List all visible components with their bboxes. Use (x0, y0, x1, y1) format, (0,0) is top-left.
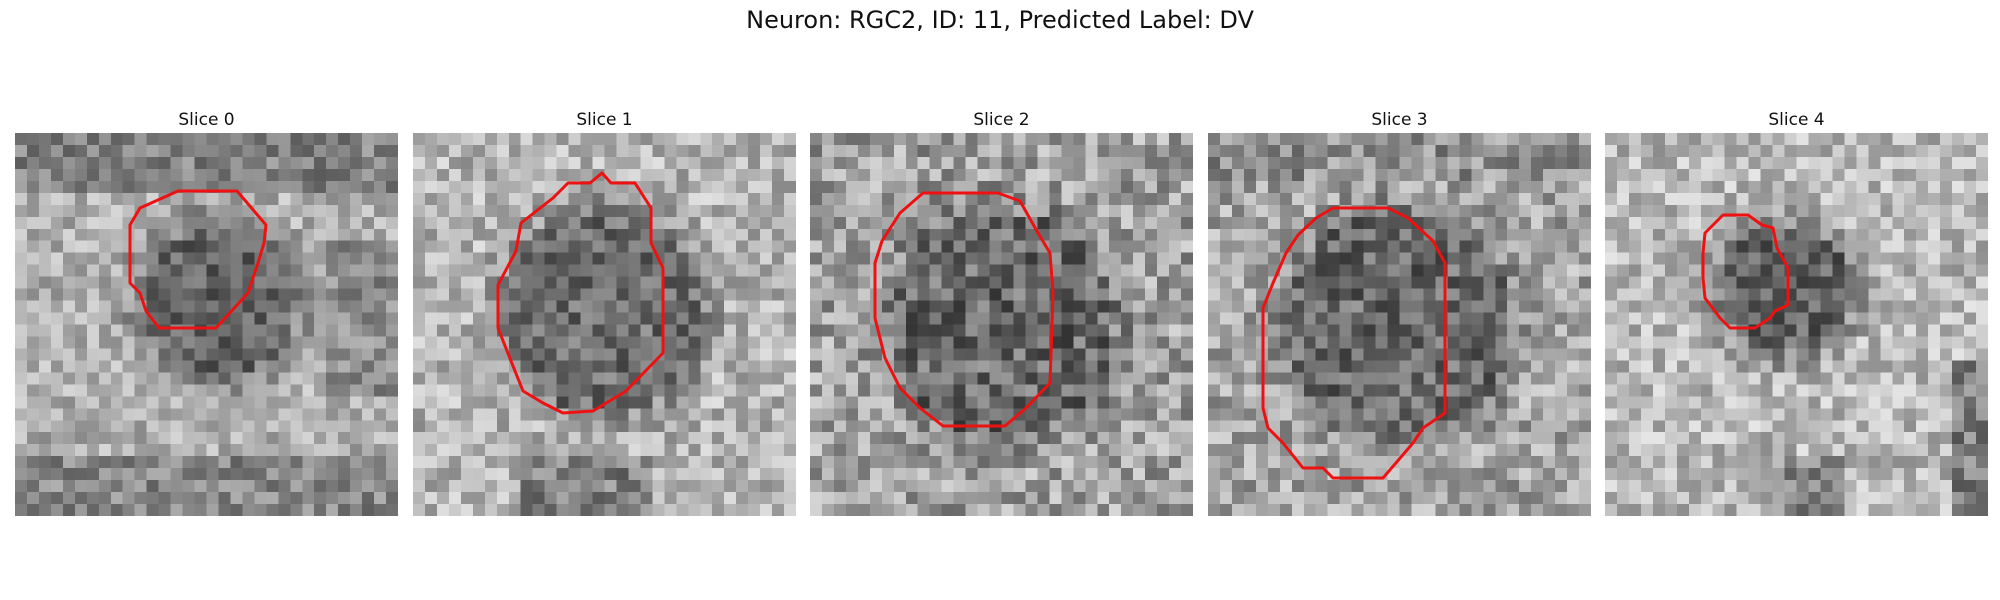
pixel-grid (810, 133, 1193, 516)
slice-2-image (810, 133, 1193, 516)
slice-0-image (15, 133, 398, 516)
cell-contour (873, 191, 1055, 428)
cell-contour (1701, 213, 1790, 330)
slice-2-title: Slice 2 (973, 110, 1030, 130)
cell-contour (496, 171, 665, 415)
slice-4-title: Slice 4 (1768, 110, 1825, 130)
slice-4-image (1605, 133, 1988, 516)
figure-title: Neuron: RGC2, ID: 11, Predicted Label: D… (746, 6, 1254, 34)
slice-0-title: Slice 0 (178, 110, 235, 130)
pixel-grid (413, 133, 796, 516)
slice-3-image (1208, 133, 1591, 516)
cell-contour (128, 189, 268, 330)
cell-contour (1261, 206, 1447, 480)
slice-3-title: Slice 3 (1371, 110, 1428, 130)
pixel-grid (1605, 133, 1988, 516)
slice-1-title: Slice 1 (576, 110, 633, 130)
slice-1-image (413, 133, 796, 516)
pixel-grid (1208, 133, 1591, 516)
